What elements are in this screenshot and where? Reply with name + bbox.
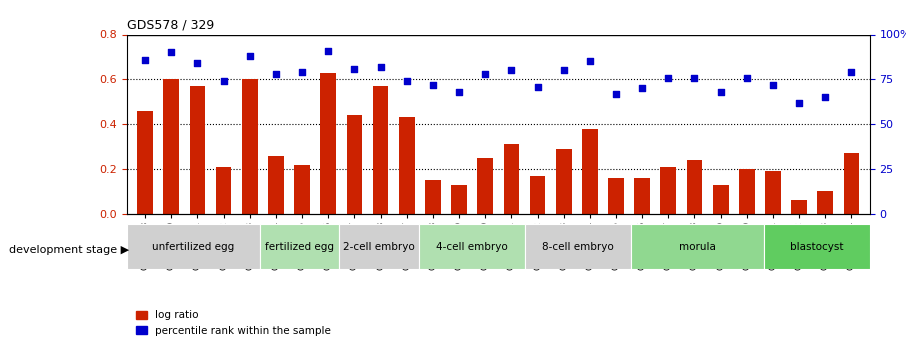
Bar — [843, 153, 859, 214]
Text: unfertilized egg: unfertilized egg — [152, 242, 235, 252]
Point — [400, 78, 414, 84]
Text: 4-cell embryo: 4-cell embryo — [436, 242, 507, 252]
Point — [190, 60, 205, 66]
Point — [347, 66, 361, 71]
Bar — [556, 149, 572, 214]
Bar — [766, 171, 781, 214]
Text: GDS578 / 329: GDS578 / 329 — [127, 19, 214, 32]
Point — [739, 75, 754, 80]
FancyBboxPatch shape — [419, 224, 525, 269]
Bar — [372, 86, 389, 214]
Bar — [451, 185, 467, 214]
Bar — [425, 180, 440, 214]
Point — [321, 48, 335, 53]
Bar — [321, 73, 336, 214]
Bar — [530, 176, 545, 214]
Text: 8-cell embryo: 8-cell embryo — [542, 242, 613, 252]
FancyBboxPatch shape — [764, 224, 870, 269]
Point — [217, 78, 231, 84]
Bar — [242, 79, 257, 214]
Bar — [268, 156, 284, 214]
Bar — [687, 160, 702, 214]
Legend: log ratio, percentile rank within the sample: log ratio, percentile rank within the sa… — [132, 306, 335, 340]
Bar — [189, 86, 206, 214]
Text: development stage ▶: development stage ▶ — [9, 245, 130, 255]
Point — [504, 68, 518, 73]
Bar — [791, 200, 807, 214]
Bar — [817, 191, 834, 214]
Point — [294, 69, 309, 75]
Point — [269, 71, 284, 77]
Point — [426, 82, 440, 88]
Text: morula: morula — [679, 242, 716, 252]
Point — [164, 50, 178, 55]
Point — [478, 71, 493, 77]
Text: blastocyst: blastocyst — [790, 242, 843, 252]
Bar — [163, 79, 179, 214]
Bar — [347, 115, 362, 214]
Point — [766, 82, 780, 88]
Point — [635, 86, 650, 91]
Bar — [138, 111, 153, 214]
Point — [688, 75, 702, 80]
Bar — [294, 165, 310, 214]
Bar — [477, 158, 493, 214]
Point — [243, 53, 257, 59]
FancyBboxPatch shape — [525, 224, 631, 269]
Point — [138, 57, 152, 62]
FancyBboxPatch shape — [259, 224, 339, 269]
Bar — [504, 144, 519, 214]
FancyBboxPatch shape — [127, 224, 259, 269]
Point — [373, 64, 388, 70]
Bar — [216, 167, 231, 214]
Text: fertilized egg: fertilized egg — [265, 242, 333, 252]
Point — [661, 75, 676, 80]
Bar — [608, 178, 624, 214]
Point — [818, 95, 833, 100]
Point — [556, 68, 571, 73]
Bar — [582, 129, 598, 214]
Bar — [399, 117, 415, 214]
Point — [713, 89, 728, 95]
Point — [609, 91, 623, 97]
Point — [792, 100, 806, 106]
Point — [583, 59, 597, 64]
Point — [844, 69, 859, 75]
Point — [530, 84, 545, 89]
Bar — [739, 169, 755, 214]
Bar — [634, 178, 650, 214]
Point — [452, 89, 467, 95]
Bar — [660, 167, 676, 214]
FancyBboxPatch shape — [631, 224, 764, 269]
Text: 2-cell embryo: 2-cell embryo — [343, 242, 415, 252]
FancyBboxPatch shape — [339, 224, 419, 269]
Bar — [713, 185, 728, 214]
